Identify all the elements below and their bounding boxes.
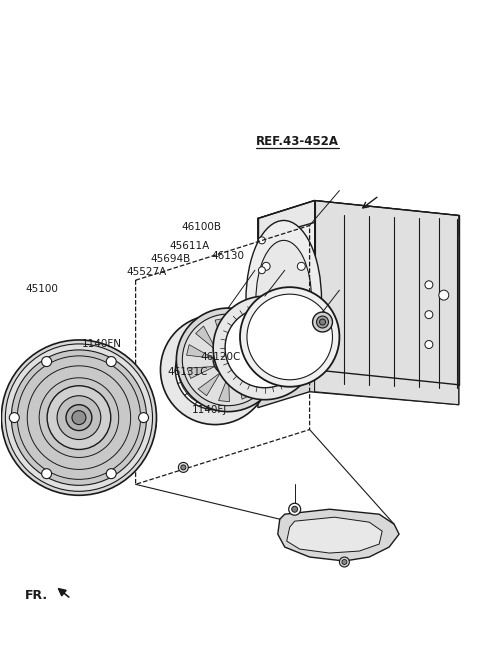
Circle shape <box>292 506 298 512</box>
Text: 46131C: 46131C <box>167 367 208 377</box>
Polygon shape <box>258 201 459 238</box>
Circle shape <box>182 314 274 405</box>
Circle shape <box>258 237 265 244</box>
Circle shape <box>47 386 111 449</box>
Text: 45100: 45100 <box>25 284 59 294</box>
Circle shape <box>225 308 305 388</box>
Circle shape <box>42 357 51 367</box>
Circle shape <box>106 357 116 367</box>
Polygon shape <box>196 326 216 350</box>
Circle shape <box>5 344 153 491</box>
Text: REF.43-452A: REF.43-452A <box>256 135 339 148</box>
Text: FR.: FR. <box>25 589 48 602</box>
Polygon shape <box>258 201 318 388</box>
Circle shape <box>247 294 333 380</box>
Circle shape <box>258 356 265 363</box>
Circle shape <box>42 468 51 479</box>
Text: 1140FJ: 1140FJ <box>192 405 227 415</box>
Circle shape <box>72 411 86 424</box>
Circle shape <box>425 311 433 319</box>
Polygon shape <box>242 365 266 386</box>
Circle shape <box>342 560 347 565</box>
Circle shape <box>66 405 92 430</box>
Circle shape <box>316 316 328 328</box>
Circle shape <box>139 413 148 422</box>
Polygon shape <box>239 331 265 350</box>
Text: 46130: 46130 <box>212 251 245 261</box>
Polygon shape <box>314 201 459 405</box>
Circle shape <box>425 281 433 289</box>
Circle shape <box>205 360 225 380</box>
Circle shape <box>240 287 339 387</box>
Circle shape <box>1 340 156 495</box>
Polygon shape <box>232 319 249 346</box>
Circle shape <box>425 340 433 348</box>
Polygon shape <box>243 353 270 363</box>
Text: 45527A: 45527A <box>127 268 167 277</box>
Circle shape <box>160 315 270 424</box>
Circle shape <box>221 353 235 367</box>
Circle shape <box>297 330 305 338</box>
Polygon shape <box>187 367 215 379</box>
Circle shape <box>12 350 146 485</box>
Ellipse shape <box>246 220 322 380</box>
Circle shape <box>339 557 349 567</box>
Circle shape <box>9 413 19 422</box>
Circle shape <box>181 465 186 470</box>
Circle shape <box>57 396 101 440</box>
Circle shape <box>106 468 116 479</box>
Circle shape <box>176 308 280 412</box>
Circle shape <box>258 267 265 274</box>
Polygon shape <box>278 509 399 561</box>
Circle shape <box>312 312 333 332</box>
Circle shape <box>258 337 265 344</box>
Polygon shape <box>258 370 459 407</box>
Polygon shape <box>198 373 220 396</box>
Circle shape <box>320 319 325 325</box>
Circle shape <box>297 262 305 270</box>
Text: 45611A: 45611A <box>170 241 210 251</box>
Circle shape <box>213 345 243 375</box>
Text: 46120C: 46120C <box>201 352 241 362</box>
Circle shape <box>262 262 270 270</box>
Circle shape <box>213 296 316 400</box>
Text: 45694B: 45694B <box>151 255 191 264</box>
Ellipse shape <box>1 414 156 438</box>
Text: 1140FN: 1140FN <box>82 339 121 350</box>
Circle shape <box>439 290 449 300</box>
Ellipse shape <box>256 240 312 360</box>
Circle shape <box>262 330 270 338</box>
Polygon shape <box>237 372 252 400</box>
Polygon shape <box>215 318 226 346</box>
Text: 46100B: 46100B <box>182 222 222 232</box>
Polygon shape <box>218 375 229 401</box>
Circle shape <box>175 330 255 409</box>
Polygon shape <box>287 517 382 553</box>
Circle shape <box>179 462 188 472</box>
Polygon shape <box>187 344 213 358</box>
Circle shape <box>288 503 300 515</box>
